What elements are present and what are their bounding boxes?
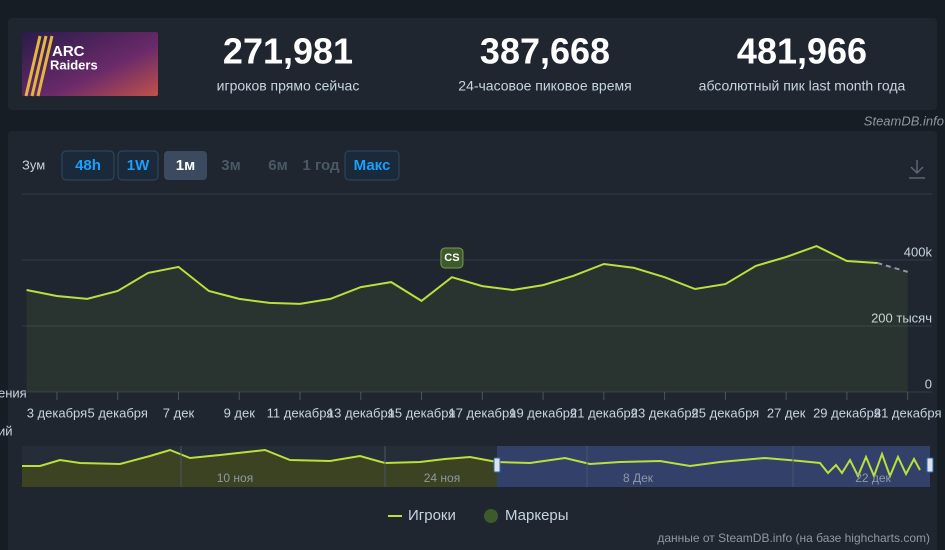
stat-label: абсолютный пик last month года <box>699 78 906 94</box>
x-tick-label: 31 декабря <box>874 405 942 420</box>
navigator-handle[interactable] <box>926 457 934 473</box>
zoom-button-bg[interactable] <box>117 150 159 181</box>
x-tick-label: 15 декабря <box>388 405 456 420</box>
zoom-button[interactable]: 1м <box>176 157 195 174</box>
x-tick-label: 9 дек <box>224 405 256 420</box>
y-tick-label: 400k <box>904 244 933 259</box>
event-marker-label: CS <box>444 252 459 264</box>
credit: данные от SteamDB.info (на базе highchar… <box>657 531 930 545</box>
x-tick-label: 3 декабря <box>27 405 87 420</box>
logo-stripes <box>24 35 54 97</box>
navigator-handle[interactable] <box>493 457 501 473</box>
legend-label[interactable]: Маркеры <box>505 507 569 524</box>
zoom-button-bg[interactable] <box>164 151 207 180</box>
logo-text: ARC <box>52 43 85 60</box>
zoom-button[interactable]: 6м <box>268 157 287 174</box>
legend-marker-swatch <box>484 509 498 523</box>
zoom-button-bg[interactable] <box>61 150 115 181</box>
x-tick-label: 5 декабря <box>87 405 147 420</box>
y-tick-label: 200 тысяч <box>871 310 932 325</box>
x-tick-label: 21 декабря <box>570 405 638 420</box>
zoom-button-bg[interactable] <box>344 150 400 181</box>
zoom-button[interactable]: 48h <box>75 157 101 174</box>
cropped-label: ий <box>0 423 13 438</box>
navigator-label: 8 Дек <box>623 471 654 485</box>
series-line <box>26 245 908 305</box>
navigator-label: 10 ноя <box>217 471 253 485</box>
event-marker[interactable] <box>440 247 464 269</box>
stat-value: 387,668 <box>480 31 610 72</box>
x-tick-label: 23 декабря <box>631 405 699 420</box>
navigator-selection[interactable] <box>497 446 930 487</box>
stats-card <box>8 18 937 110</box>
stat-value: 481,966 <box>737 31 867 72</box>
x-tick-label: 27 дек <box>767 405 806 420</box>
logo-text: Raiders <box>50 57 98 72</box>
navigator-line <box>22 448 921 479</box>
x-tick-label: 25 декабря <box>692 405 760 420</box>
x-tick-label: 19 декабря <box>509 405 577 420</box>
stat-label: игроков прямо сейчас <box>217 78 360 94</box>
cropped-label: ения <box>0 385 27 400</box>
plot: 0 200 тысяч 400k 3 декабря 5 декабря 7 дек 9 д… <box>22 193 942 420</box>
x-tick-label: 7 дек <box>163 405 195 420</box>
x-tick-label: 11 декабря <box>267 405 334 420</box>
legend-label[interactable]: Игроки <box>408 507 456 524</box>
zoom-button[interactable]: 3м <box>221 157 240 174</box>
x-tick-label: 17 декабря <box>448 405 516 420</box>
watermark: SteamDB.info <box>864 113 944 128</box>
navigator-label: 24 ноя <box>424 471 460 485</box>
navigator-label: 22 дек <box>855 471 891 485</box>
x-tick-label: 29 декабря <box>813 405 881 420</box>
zoom-button[interactable]: Макс <box>354 157 391 174</box>
download-icon[interactable] <box>909 160 925 179</box>
zoom-button[interactable]: 1W <box>127 157 150 174</box>
zoom-button[interactable]: 1 год <box>302 157 340 174</box>
game-image <box>22 32 158 96</box>
chart-panel <box>8 131 937 550</box>
y-tick-label: 0 <box>925 376 932 391</box>
stat-label: 24-часовое пиковое время <box>458 78 631 94</box>
zoom-label: Зум <box>22 157 45 172</box>
zoom-buttons: 48h 1W 1м 3м 6м 1 год Макс <box>61 150 400 181</box>
x-tick-label: 13 декабря <box>327 405 395 420</box>
stat-value: 271,981 <box>223 31 353 72</box>
area-fill <box>26 246 908 392</box>
